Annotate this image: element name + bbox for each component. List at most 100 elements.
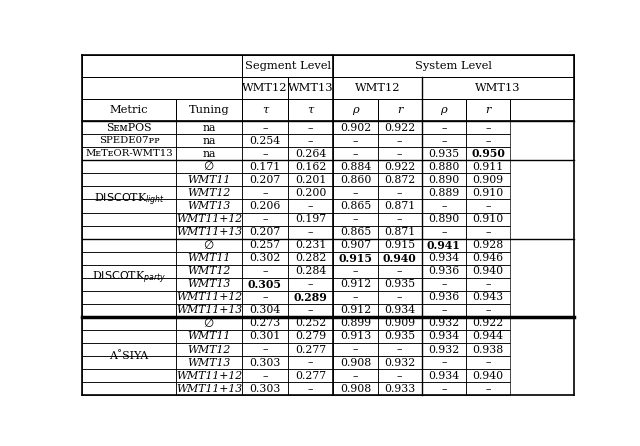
Text: MᴇTᴇOR-WMT13: MᴇTᴇOR-WMT13	[85, 149, 173, 158]
Bar	[242, 330, 288, 343]
Text: 0.912: 0.912	[340, 306, 371, 315]
Bar	[242, 77, 288, 99]
Bar	[288, 121, 333, 134]
Text: WMT12: WMT12	[355, 83, 401, 93]
Bar	[466, 304, 510, 317]
Bar	[176, 160, 242, 173]
Bar	[83, 291, 176, 304]
Bar	[333, 213, 378, 226]
Text: 0.171: 0.171	[249, 162, 280, 172]
Bar	[378, 330, 422, 343]
Bar	[176, 173, 242, 186]
Text: 0.938: 0.938	[472, 345, 504, 355]
Bar	[378, 278, 422, 291]
Text: –: –	[441, 227, 447, 237]
Bar	[288, 278, 333, 291]
Text: $\emptyset$: $\emptyset$	[204, 317, 214, 330]
Text: r: r	[485, 105, 491, 115]
Bar	[422, 265, 466, 278]
Text: –: –	[485, 201, 491, 211]
Text: 0.207: 0.207	[249, 227, 280, 237]
Text: –: –	[485, 123, 491, 133]
Text: 0.934: 0.934	[428, 331, 460, 342]
Text: –: –	[308, 136, 314, 146]
Bar	[242, 382, 288, 395]
Text: –: –	[262, 149, 268, 159]
Bar	[176, 304, 242, 317]
Text: 0.899: 0.899	[340, 318, 371, 328]
Bar	[378, 160, 422, 173]
Text: –: –	[485, 358, 491, 368]
Bar	[378, 147, 422, 160]
Text: 0.934: 0.934	[428, 371, 460, 380]
Text: –: –	[262, 345, 268, 355]
Bar	[422, 121, 466, 134]
Bar	[242, 99, 288, 121]
Bar	[422, 199, 466, 213]
Text: 0.943: 0.943	[472, 292, 504, 302]
Text: –: –	[441, 306, 447, 315]
Bar	[242, 213, 288, 226]
Bar	[83, 199, 176, 213]
Bar	[422, 291, 466, 304]
Text: na: na	[202, 149, 216, 159]
Text: –: –	[308, 279, 314, 289]
Bar	[378, 382, 422, 395]
Text: –: –	[397, 345, 403, 355]
Text: 0.913: 0.913	[340, 331, 371, 342]
Text: WMT11+13: WMT11+13	[176, 306, 242, 315]
Text: τ: τ	[307, 105, 314, 115]
Bar	[422, 304, 466, 317]
Bar	[422, 99, 466, 121]
Bar	[466, 291, 510, 304]
Text: –: –	[308, 306, 314, 315]
Bar	[378, 317, 422, 330]
Text: SPEDE07ᴘᴘ: SPEDE07ᴘᴘ	[99, 136, 159, 145]
Bar	[242, 265, 288, 278]
Bar	[422, 226, 466, 239]
Text: 0.303: 0.303	[249, 358, 280, 368]
Bar	[176, 382, 242, 395]
Bar	[333, 252, 378, 265]
Text: 0.252: 0.252	[295, 318, 326, 328]
Text: 0.909: 0.909	[472, 175, 504, 185]
Bar	[422, 382, 466, 395]
Bar	[83, 304, 176, 317]
Bar	[378, 252, 422, 265]
Bar	[176, 147, 242, 160]
Text: 0.865: 0.865	[340, 201, 371, 211]
Bar	[333, 99, 378, 121]
Bar	[288, 356, 333, 369]
Bar	[288, 369, 333, 382]
Text: WMT13: WMT13	[288, 83, 333, 93]
Bar	[83, 226, 176, 239]
Text: 0.277: 0.277	[295, 371, 326, 380]
Bar	[242, 226, 288, 239]
Bar	[333, 369, 378, 382]
Bar	[242, 343, 288, 356]
Bar	[176, 239, 242, 252]
Bar	[242, 304, 288, 317]
Text: SᴇᴍPOS: SᴇᴍPOS	[106, 123, 152, 133]
Bar	[288, 239, 333, 252]
Bar	[333, 226, 378, 239]
Text: –: –	[262, 266, 268, 276]
Text: WMT11+12: WMT11+12	[176, 371, 242, 380]
Text: –: –	[353, 266, 358, 276]
Bar	[83, 265, 176, 278]
Bar	[288, 186, 333, 199]
Text: –: –	[353, 292, 358, 302]
Bar	[333, 173, 378, 186]
Bar	[378, 186, 422, 199]
Bar	[466, 278, 510, 291]
Bar	[176, 291, 242, 304]
Bar	[288, 99, 333, 121]
Text: 0.301: 0.301	[249, 331, 280, 342]
Text: –: –	[441, 123, 447, 133]
Text: 0.871: 0.871	[384, 201, 415, 211]
Bar	[83, 252, 176, 265]
Text: ρ: ρ	[352, 105, 359, 115]
Bar	[422, 356, 466, 369]
Text: 0.941: 0.941	[427, 240, 461, 251]
Bar	[466, 252, 510, 265]
